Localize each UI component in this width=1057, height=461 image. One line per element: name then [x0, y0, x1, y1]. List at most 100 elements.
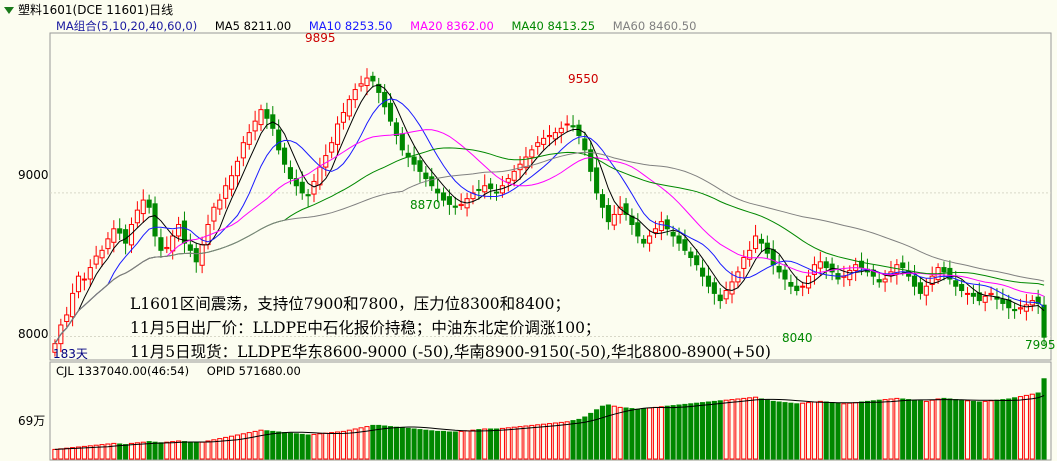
candle-body: [252, 120, 258, 132]
candle-body: [470, 192, 476, 200]
ma5-label: MA5 8211.00: [214, 19, 292, 33]
candle-body: [823, 261, 829, 269]
volume-bar: [953, 399, 959, 460]
candle-body: [647, 235, 653, 244]
volume-bar: [264, 430, 270, 460]
candle-body: [788, 281, 794, 287]
candle-body: [676, 235, 682, 244]
volume-bar: [611, 405, 617, 460]
volume-bar: [435, 430, 441, 460]
candle-body: [376, 83, 382, 93]
volume-bar: [652, 406, 659, 460]
candle-body: [229, 175, 235, 190]
volume-bar: [947, 398, 953, 460]
volume-bar: [176, 440, 182, 460]
candle-body: [81, 278, 87, 281]
volume-bar: [81, 445, 87, 460]
candle-body: [1035, 296, 1041, 304]
volume-bar: [623, 407, 629, 460]
volume-bar: [541, 423, 547, 460]
volume-bar: [1041, 378, 1047, 460]
volume-bar: [682, 403, 688, 460]
volume-bar: [75, 446, 82, 460]
candle-body: [276, 129, 282, 151]
volume-bar: [58, 448, 64, 460]
volume-bar: [1017, 396, 1024, 460]
candle-body: [505, 178, 511, 183]
volume-bar: [599, 405, 606, 460]
volume-bar: [134, 442, 140, 460]
candle-body: [117, 228, 123, 234]
candle-body: [164, 246, 170, 250]
volume-bar: [688, 403, 694, 460]
volume-bar: [917, 400, 923, 460]
candle-body: [64, 314, 70, 323]
candle-body: [140, 199, 146, 215]
volume-bar: [99, 444, 105, 460]
volume-bar: [629, 408, 635, 460]
candle-body: [399, 133, 405, 151]
volume-bar: [723, 399, 729, 460]
candle-body: [382, 91, 388, 108]
annotation-line-1: L1601区间震荡，支持位7900和7800，压力位8300和8400；: [130, 295, 571, 313]
ma-group-label[interactable]: MA组合(5,10,20,40,60,0): [56, 19, 198, 33]
candle-body: [181, 220, 188, 244]
volume-bar: [117, 443, 123, 460]
chart-title: 塑料1601(DCE 11601)日线: [4, 2, 173, 18]
volume-bar: [1029, 393, 1035, 460]
cjl-label[interactable]: CJL 1337040.00(46:54): [56, 364, 190, 378]
volume-bar: [411, 428, 417, 460]
volume-bar: [758, 398, 765, 460]
candle-body: [700, 267, 706, 277]
volume-bar: [405, 427, 411, 460]
volume-bar: [476, 429, 482, 460]
volume-bar: [299, 433, 305, 460]
volume-bar: [281, 432, 288, 460]
candle-body: [794, 285, 800, 292]
volume-bar: [87, 445, 93, 460]
title-arrow-icon[interactable]: [4, 7, 14, 14]
volume-bar: [128, 442, 135, 460]
candle-body: [741, 257, 747, 269]
candle-body: [146, 199, 152, 208]
candle-body: [517, 163, 523, 171]
candle-body: [694, 255, 700, 266]
candle-body: [800, 285, 806, 288]
candle-body: [234, 160, 241, 177]
candle-body: [75, 275, 82, 293]
volume-bar: [293, 433, 299, 460]
volume-bar: [470, 429, 476, 460]
volume-bar: [900, 398, 906, 460]
candle-body: [299, 181, 305, 194]
candle-body: [411, 156, 417, 165]
volume-bar: [376, 424, 382, 460]
volume-bar: [976, 401, 982, 460]
candle-body: [70, 292, 76, 318]
volume-bar: [505, 427, 511, 460]
volume-bar: [387, 426, 394, 460]
volume-bar: [911, 399, 918, 460]
volume-bar: [770, 400, 776, 460]
price-panel-frame: [49, 32, 1052, 361]
volume-bar: [747, 397, 753, 460]
volume-bar: [1023, 394, 1029, 460]
candle-body: [323, 155, 329, 168]
candle-body: [805, 275, 812, 289]
volume-bar: [223, 436, 229, 460]
volume-bar: [52, 448, 58, 460]
volume-bar: [423, 429, 429, 460]
opid-label: OPID 571680.00: [206, 364, 301, 378]
candle-body: [193, 248, 199, 263]
candle-body: [223, 185, 229, 199]
volume-bar: [440, 430, 447, 460]
volume-bar: [841, 403, 847, 460]
candle-body: [876, 279, 882, 283]
volume-bar: [853, 402, 859, 460]
volume-bar: [576, 418, 582, 460]
candle-body: [546, 134, 553, 138]
candle-body: [582, 138, 588, 151]
volume-bar: [493, 428, 500, 460]
candle-body: [511, 170, 517, 181]
volume-bar: [582, 416, 588, 460]
candle-body: [476, 188, 482, 191]
